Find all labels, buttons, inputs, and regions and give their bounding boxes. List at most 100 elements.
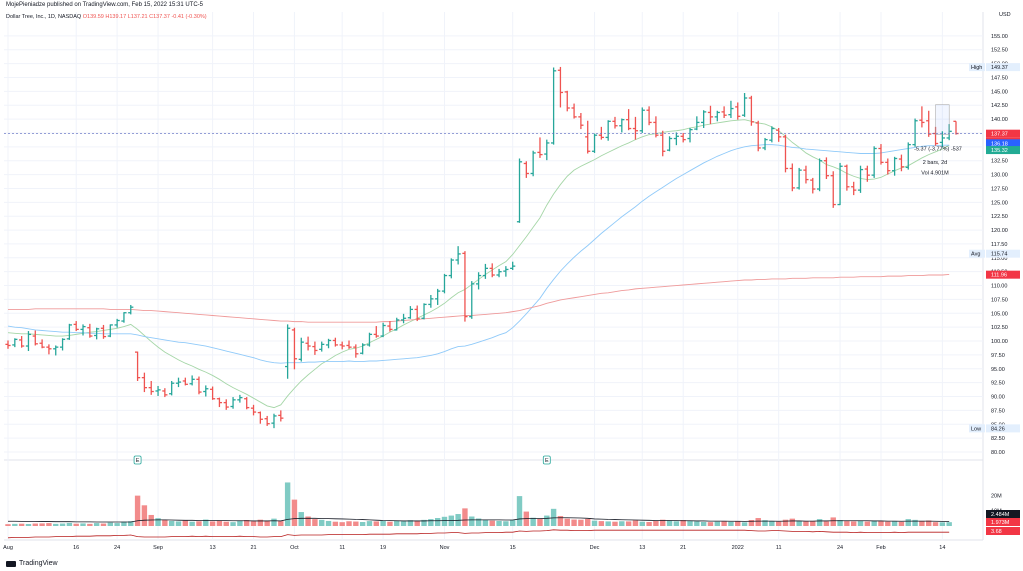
volume-bar: [769, 521, 775, 526]
volume-bar: [585, 518, 591, 526]
volume-bar: [291, 499, 298, 526]
ohlc-bar: [714, 110, 720, 122]
ohlc-bar: [448, 258, 454, 279]
ohlc-bar: [885, 158, 891, 175]
time-tick-label: Nov: [440, 545, 450, 551]
volume-bar: [414, 520, 420, 526]
ohlc-bar: [728, 100, 734, 118]
ohlc-bar: [762, 137, 768, 151]
ohlc-bar: [741, 93, 748, 117]
ohlc-bar: [223, 399, 229, 410]
time-axis[interactable]: Aug 16 24 Sep 13 21 Oct 11 19 Nov 15 Dec 13 21 2022 11 2…: [3, 545, 945, 551]
volume-bar: [278, 521, 284, 526]
ohlc-bar: [564, 90, 570, 112]
ohlc-bar: [66, 323, 72, 340]
ohlc-bar: [230, 397, 236, 409]
volume-bar: [230, 522, 236, 526]
ohlc-bar: [516, 158, 523, 223]
ohlc-bar: [503, 266, 509, 277]
ohlc-bar: [653, 116, 659, 138]
volume-bar: [325, 520, 332, 526]
ohlc-bar: [605, 120, 611, 141]
ohlc-bar: [128, 304, 134, 315]
ma-line-1: [7, 119, 950, 409]
moving-average-lines: [7, 119, 950, 409]
time-tick-label: Aug: [3, 545, 13, 551]
ohlc-bar: [237, 394, 243, 403]
volume-bar: [339, 522, 345, 526]
low-tag-label: Low: [971, 426, 981, 432]
ohlc-bar: [482, 263, 489, 279]
ohlc-bar: [380, 322, 386, 338]
volume-bar: [32, 523, 38, 526]
ohlc-bar: [898, 154, 905, 172]
annotations: E E -5.37 (-3.77%) -537 2 bars, 2d Vol 4.901…: [4, 104, 983, 465]
volume-bar: [18, 523, 25, 526]
ohlc-bar: [373, 326, 379, 338]
volume-bar: [864, 521, 871, 526]
ohlc-bar: [905, 142, 911, 170]
obv-badge: 3.68: [991, 529, 1002, 535]
volume-bar: [605, 521, 611, 526]
ohlc-bar: [510, 261, 516, 271]
obv-line: [7, 529, 950, 539]
price-tick-label: 127.50: [991, 186, 1008, 192]
volume-bar: [428, 519, 434, 526]
obv-badge-box: [986, 527, 1020, 535]
volume-bar: [237, 520, 243, 526]
volume-bar: [721, 521, 727, 526]
ohlc-bar: [319, 341, 325, 352]
volume-tick-label: 20M: [991, 493, 1002, 499]
volume-bar: [353, 521, 359, 526]
volume-bar: [162, 519, 168, 526]
volume-bar: [469, 516, 475, 526]
price-tick-label: 152.50: [991, 48, 1008, 54]
ohlc-bar: [353, 344, 359, 358]
volume-bar: [305, 516, 311, 526]
price-tick-label: 120.00: [991, 228, 1008, 234]
tradingview-logo-icon: [6, 560, 16, 567]
volume-bar: [625, 521, 632, 526]
price-axis[interactable]: 155.00152.50150.00147.50145.00142.50140.…: [969, 12, 1020, 535]
ma-fast-badge-box: [986, 139, 1020, 148]
ohlc-bar: [816, 158, 823, 192]
volume-bar: [646, 522, 652, 526]
volume-bar: [878, 521, 884, 526]
volume-pane: [5, 482, 952, 526]
time-tick-label: Dec: [590, 545, 600, 551]
price-tick-label: 147.50: [991, 75, 1008, 81]
legend-change: -0.41 (-0.30%): [171, 14, 207, 20]
volume-bar: [619, 521, 625, 526]
brand-footer[interactable]: TradingView: [6, 560, 58, 567]
ohlc-bar: [721, 106, 727, 118]
volume-bar: [578, 519, 584, 526]
volume-bar: [782, 519, 789, 526]
price-tick-label: 142.50: [991, 103, 1008, 109]
volume-bar: [482, 519, 489, 526]
volume-bar: [182, 520, 189, 526]
avg-value-box: [986, 249, 1020, 258]
ohlc-bar: [94, 327, 100, 340]
price-tick-label: 95.00: [991, 367, 1005, 373]
ohlc-bar: [175, 377, 182, 388]
ohlc-bar: [632, 116, 639, 140]
volume-bar: [380, 520, 386, 526]
price-tick-label: 82.50: [991, 436, 1005, 442]
volume-bar: [489, 520, 495, 526]
ohlc-bar: [278, 410, 284, 422]
ohlc-bar: [421, 303, 427, 320]
ohlc-bar: [394, 317, 400, 331]
volume-bar: [741, 522, 748, 526]
legend-close: C137.37: [149, 14, 170, 20]
volume-bar: [141, 505, 148, 526]
volume-bar: [80, 523, 86, 526]
volume-bar: [823, 521, 830, 526]
time-tick-label: Sep: [153, 545, 163, 551]
price-tick-label: 100.00: [991, 339, 1008, 345]
volume-bar: [462, 508, 468, 526]
volume-bar: [87, 523, 93, 526]
volume-bar: [434, 518, 441, 526]
volume-bar: [332, 521, 339, 526]
ohlc-bar: [926, 110, 932, 137]
